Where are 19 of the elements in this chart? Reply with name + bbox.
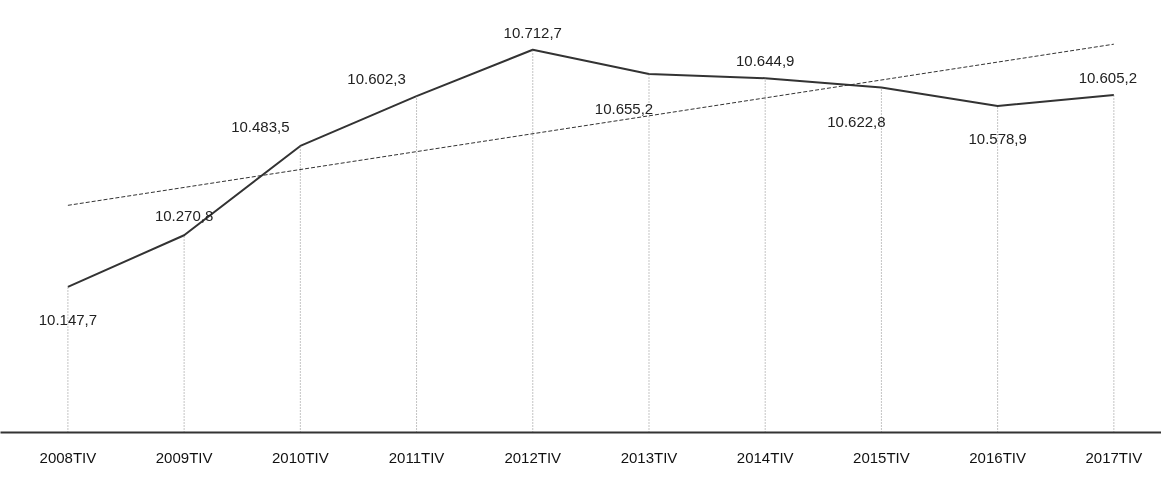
- x-tick-label: 2011TIV: [388, 448, 445, 466]
- data-label: 10.483,5: [231, 117, 290, 135]
- x-tick-label: 2016TIV: [969, 448, 1026, 466]
- x-tick-label: 2010TIV: [271, 448, 329, 466]
- data-label: 10.602,3: [347, 70, 406, 88]
- x-tick-label: 2009TIV: [155, 448, 213, 466]
- x-tick-label: 2015TIV: [853, 448, 910, 466]
- x-tick-label: 2017TIV: [1085, 448, 1143, 466]
- x-tick-label: 2013TIV: [620, 448, 678, 466]
- x-tick-label: 2014TIV: [736, 448, 794, 466]
- data-label: 10.605,2: [1078, 68, 1138, 86]
- data-label: 10.655,2: [594, 99, 654, 117]
- data-label: 10.578,9: [968, 129, 1027, 147]
- x-tick-label: 2012TIV: [504, 448, 562, 466]
- x-tick-label: 2008TIV: [39, 448, 97, 466]
- data-label: 10.622,8: [827, 113, 886, 131]
- data-label: 10.147,7: [38, 310, 98, 328]
- data-label: 10.644,9: [736, 52, 795, 70]
- data-label: 10.712,7: [503, 23, 562, 41]
